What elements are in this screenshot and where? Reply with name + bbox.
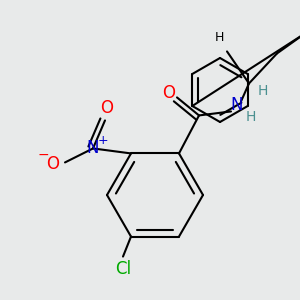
Text: H: H bbox=[258, 84, 268, 98]
Text: H: H bbox=[214, 31, 224, 44]
Text: N: N bbox=[231, 96, 243, 114]
Text: O: O bbox=[46, 155, 59, 173]
Text: O: O bbox=[163, 84, 176, 102]
Text: O: O bbox=[100, 99, 113, 117]
Text: H: H bbox=[246, 110, 256, 124]
Text: +: + bbox=[98, 134, 108, 147]
Text: Cl: Cl bbox=[115, 260, 131, 278]
Text: N: N bbox=[87, 140, 99, 158]
Text: −: − bbox=[37, 147, 49, 161]
